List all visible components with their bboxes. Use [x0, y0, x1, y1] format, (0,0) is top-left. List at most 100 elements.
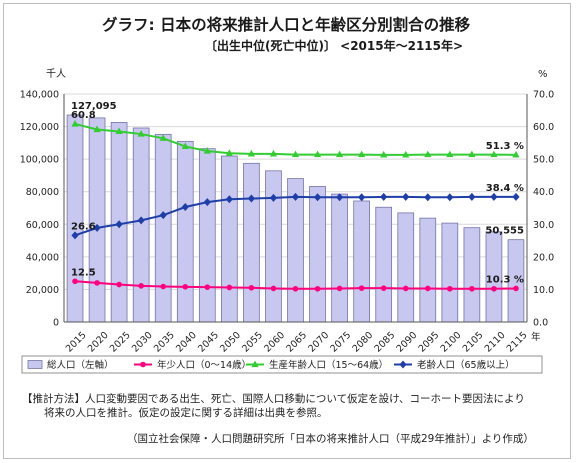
left-tick-label: 120,000: [20, 122, 59, 133]
x-tick-label: 2050: [218, 330, 243, 355]
data-point: [247, 194, 256, 203]
data-point: [181, 203, 189, 212]
x-tick-label: 2020: [86, 330, 111, 355]
data-point: [358, 285, 365, 291]
data-point: [490, 150, 498, 158]
data-point: [140, 361, 146, 368]
legend-label: 老齢人口（65歳以上）: [417, 359, 515, 371]
data-point: [247, 149, 256, 157]
data-point: [159, 134, 167, 141]
data-point: [115, 127, 123, 135]
data-point: [314, 285, 321, 292]
x-tick-label: 2065: [284, 330, 309, 355]
data-point: [424, 150, 432, 158]
bar: [243, 162, 260, 323]
bar: [198, 148, 216, 323]
data-point: [225, 195, 233, 204]
data-point: [269, 193, 278, 202]
data-label: 38.4 %: [486, 183, 524, 194]
x-axis-unit: 年: [531, 331, 541, 343]
bar: [441, 222, 459, 323]
bar: [265, 170, 282, 323]
data-point: [203, 147, 211, 154]
data-point: [402, 192, 410, 201]
bar: [176, 140, 194, 323]
x-tick-label: 2070: [306, 330, 331, 355]
chart-title: グラフ: 日本の将来推計人口と年齢区分別割合の推移: [102, 15, 471, 34]
data-label: 51.3 %: [486, 141, 524, 152]
data-point: [446, 150, 454, 158]
line-series: [71, 119, 520, 292]
x-tick-label: 2085: [372, 330, 397, 355]
data-point: [402, 285, 409, 292]
data-point: [71, 119, 79, 127]
data-point: [204, 284, 211, 290]
data-point: [248, 285, 255, 291]
data-point: [335, 150, 344, 158]
method-note-line2: 将来の人口を推計。仮定の設定に関する詳細は出典を参照。: [44, 407, 328, 419]
x-tick-label: 2095: [417, 330, 442, 355]
data-point: [512, 150, 520, 158]
data-point: [402, 150, 410, 158]
x-tick-label: 2030: [130, 330, 155, 355]
x-tick-label: 2110: [483, 330, 508, 355]
data-label: 50,555: [485, 226, 524, 237]
left-tick-label: 0: [53, 318, 59, 329]
x-tick-label: 2040: [174, 330, 199, 355]
x-tick-label: 2100: [439, 330, 464, 355]
right-tick-label: 10.0: [533, 285, 554, 296]
data-point: [270, 285, 277, 292]
data-point: [424, 285, 431, 292]
data-point: [358, 193, 366, 202]
bar: [132, 127, 150, 323]
data-point: [446, 193, 454, 202]
data-point: [226, 284, 233, 291]
x-tick-label: 2090: [395, 330, 420, 355]
bar: [463, 227, 481, 323]
data-point: [93, 223, 101, 232]
data-point: [380, 285, 387, 291]
bar: [66, 114, 84, 323]
data-point: [468, 192, 476, 201]
legend-box: [21, 355, 543, 374]
legend-label: 総人口（左軸）: [47, 359, 114, 371]
x-tick-label: 2045: [196, 330, 221, 355]
data-point: [159, 211, 167, 220]
right-tick-label: 40.0: [533, 187, 554, 198]
method-note-line1: 【推計方法】人口変動要因である出生、死亡、国際人口移動について仮定を設け、コーホ…: [22, 393, 525, 405]
data-label: 60.8: [71, 110, 96, 121]
x-tick-label: 2075: [328, 330, 353, 355]
data-point: [72, 278, 78, 285]
bar: [397, 212, 415, 323]
data-point: [313, 150, 322, 158]
data-point: [138, 283, 144, 289]
data-point: [358, 150, 366, 158]
left-tick-label: 40,000: [26, 252, 59, 263]
source-note: （国立社会保障・人口問題研究所「日本の将来推計人口（平成29年推計）」より作成）: [127, 433, 534, 445]
x-tick-label: 2015: [64, 330, 89, 355]
data-point: [469, 285, 475, 292]
right-tick-label: 0.0: [533, 318, 548, 329]
x-tick-label: 2025: [108, 330, 133, 355]
data-point: [182, 284, 189, 290]
data-point: [313, 193, 322, 202]
data-point: [490, 192, 498, 201]
data-point: [160, 283, 167, 290]
left-tick-label: 140,000: [20, 90, 59, 101]
left-tick-label: 80,000: [26, 187, 59, 198]
legend-label: 年少人口（0～14歳）: [157, 359, 251, 371]
x-tick-label: 2055: [240, 330, 265, 355]
data-point: [336, 285, 343, 292]
data-point: [137, 216, 145, 225]
right-tick-label: 20.0: [533, 252, 554, 263]
data-point: [225, 149, 233, 156]
left-tick-label: 20,000: [26, 285, 59, 296]
right-tick-label: 70.0: [533, 90, 554, 101]
data-point: [380, 150, 388, 158]
right-tick-label: 30.0: [533, 220, 554, 231]
left-axis-unit: 千人: [46, 68, 66, 80]
data-point: [512, 192, 520, 201]
left-tick-label: 60,000: [26, 220, 59, 231]
data-label: 26.6: [71, 221, 96, 232]
